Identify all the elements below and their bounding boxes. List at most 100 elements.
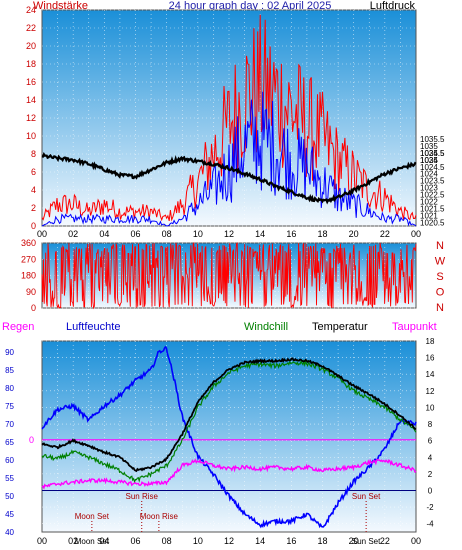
wind-axis-tick: 18	[26, 59, 36, 69]
compass-label: W	[435, 256, 446, 268]
wind-axis-tick: 8	[31, 149, 36, 159]
pressure-axis-tick: 1035.5	[420, 135, 445, 144]
x-tick-label: 04	[99, 229, 109, 239]
header-pressure-label: Luftdruck	[370, 0, 416, 12]
wind-axis-tick: 2	[31, 203, 36, 213]
direction-axis-tick: 360	[21, 238, 36, 248]
x-tick-label: 20	[349, 229, 359, 239]
x-tick-label: 20	[349, 536, 359, 546]
compass-label: N	[436, 302, 444, 314]
x-tick-label: 04	[99, 536, 109, 546]
pressure-axis-tick: 1023.5	[420, 177, 445, 186]
humidity-axis-tick: 75	[5, 402, 14, 411]
x-tick-label: 00	[37, 536, 47, 546]
wind-axis-tick: 16	[26, 77, 36, 87]
x-tick-label: 16	[286, 229, 296, 239]
x-tick-label: 14	[255, 536, 265, 546]
humidity-axis-tick: 60	[5, 456, 14, 465]
header-wind-label: Windstärke	[33, 0, 88, 12]
x-tick-label: 00	[411, 229, 421, 239]
wind-axis-tick: 22	[26, 23, 36, 33]
pressure-axis-tick: 1035	[420, 142, 438, 151]
pressure-axis-tick: 1025	[420, 156, 438, 165]
temperature-axis-tick: -4	[426, 520, 434, 529]
x-tick-label: 06	[130, 229, 140, 239]
temperature-axis-tick: 18	[426, 337, 435, 346]
x-tick-label: 22	[380, 229, 390, 239]
x-tick-label: 00	[411, 536, 421, 546]
wind-axis-tick: 14	[26, 95, 36, 105]
pressure-axis-tick: 1024	[420, 170, 438, 179]
legend-taupunkt: Taupunkt	[392, 321, 437, 333]
x-tick-label: 06	[130, 536, 140, 546]
x-tick-label: 10	[193, 536, 203, 546]
legend-windchill: Windchill	[244, 321, 288, 333]
rain-axis-label: 0	[29, 435, 34, 445]
x-tick-label: 00	[37, 229, 47, 239]
legend-temperatur: Temperatur	[312, 321, 368, 333]
temperature-axis-tick: 16	[426, 354, 435, 363]
dewpoint-line	[41, 458, 417, 490]
x-tick-label: 10	[193, 229, 203, 239]
humidity-axis-tick: 90	[5, 348, 14, 357]
x-tick-label: 18	[317, 536, 327, 546]
event-label: Moon Rise	[140, 512, 179, 521]
humidity-line	[41, 345, 417, 529]
temperature-axis-tick: 6	[428, 437, 433, 446]
pressure-axis-tick: 1034.5	[420, 149, 445, 158]
direction-axis-tick: 180	[21, 271, 36, 281]
wind-axis-tick: 6	[31, 167, 36, 177]
humidity-axis-tick: 80	[5, 384, 14, 393]
event-label: Moon Set	[75, 512, 110, 521]
pressure-axis-tick: 1024.5	[420, 163, 445, 172]
wind-direction-line	[41, 241, 417, 310]
x-tick-label: 14	[255, 229, 265, 239]
temperature-axis-tick: 12	[426, 387, 435, 396]
temperature-axis-tick: 4	[428, 453, 433, 462]
moon-set-axis-label: Moon Set	[75, 537, 110, 546]
wind-axis-tick: 20	[26, 41, 36, 51]
pressure-axis-tick: 1034	[420, 156, 438, 165]
humidity-axis-tick: 40	[5, 528, 14, 537]
pressure-axis-tick: 1021.5	[420, 205, 445, 214]
x-tick-label: 22	[380, 536, 390, 546]
x-tick-label: 08	[162, 229, 172, 239]
x-tick-label: 02	[68, 229, 78, 239]
x-tick-label: 12	[224, 536, 234, 546]
pressure-axis-tick: 1022	[420, 198, 438, 207]
humidity-axis-tick: 55	[5, 474, 14, 483]
humidity-axis-tick: 70	[5, 420, 14, 429]
humidity-axis-tick: 45	[5, 510, 14, 519]
compass-label: N	[436, 240, 444, 252]
chart-title: 24 hour graph day : 02 April 2025	[169, 0, 332, 12]
temperature-axis-tick: 8	[428, 420, 433, 429]
direction-axis-tick: 0	[31, 303, 36, 313]
pressure-line	[41, 152, 417, 205]
humidity-axis-tick: 50	[5, 492, 14, 501]
pressure-axis-tick: 1020.5	[420, 219, 445, 228]
temperature-axis-tick: 0	[428, 486, 433, 495]
temperature-axis-tick: -2	[426, 503, 434, 512]
x-tick-label: 16	[286, 536, 296, 546]
legend-luftfeuchte: Luftfeuchte	[66, 321, 120, 333]
x-tick-label: 18	[317, 229, 327, 239]
temperature-axis-tick: 10	[426, 403, 435, 412]
wind-axis-tick: 12	[26, 113, 36, 123]
pressure-axis-tick: 1023	[420, 184, 438, 193]
wind-axis-tick: 4	[31, 185, 36, 195]
event-label: Sun Set	[352, 492, 381, 501]
sun-set-axis-label: Sun Set	[352, 537, 381, 546]
wind-axis-tick: 10	[26, 131, 36, 141]
compass-label: S	[436, 271, 443, 283]
pressure-axis-tick: 1022.5	[420, 191, 445, 200]
direction-axis-tick: 270	[21, 254, 36, 264]
direction-axis-tick: 90	[26, 287, 36, 297]
temperature-axis-tick: 2	[428, 470, 433, 479]
wind-axis-tick: 24	[26, 5, 36, 15]
x-tick-label: 08	[162, 536, 172, 546]
humidity-axis-tick: 85	[5, 366, 14, 375]
x-tick-label: 02	[68, 536, 78, 546]
windchill-line	[41, 358, 417, 484]
pressure-axis-tick: 1021	[420, 212, 438, 221]
